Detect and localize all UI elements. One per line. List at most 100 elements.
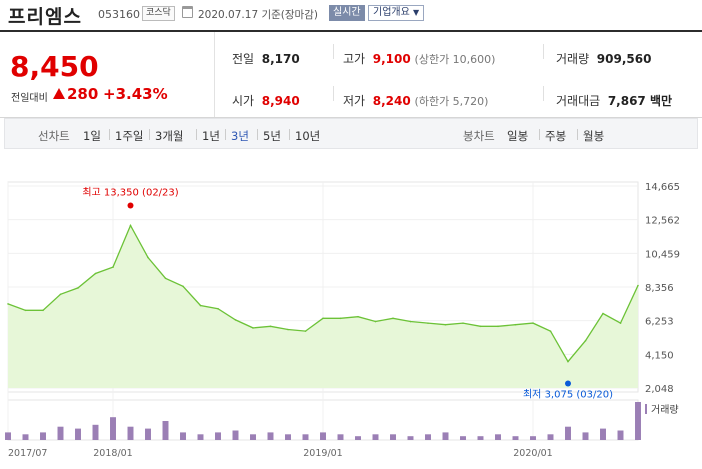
calendar-icon bbox=[182, 6, 193, 18]
volume-bar bbox=[635, 402, 641, 440]
volume-bar bbox=[145, 428, 151, 440]
volume-bar bbox=[302, 434, 309, 440]
tab-divider bbox=[196, 129, 197, 140]
divider bbox=[543, 86, 544, 101]
volume-bar bbox=[22, 434, 29, 440]
price-point bbox=[497, 325, 499, 328]
tab-period-3년[interactable]: 3년 bbox=[231, 129, 249, 143]
volume-bar bbox=[355, 436, 361, 440]
volume-bar bbox=[162, 421, 169, 440]
price-point bbox=[7, 303, 9, 305]
chart-period-tabs: 선차트 1일 1주일 3개월 1년 3년 5년 10년 봉차트 일봉 주봉 월봉 bbox=[4, 118, 698, 149]
volume-bar bbox=[530, 436, 536, 440]
price-point bbox=[427, 322, 429, 324]
tab-period-1일[interactable]: 1일 bbox=[83, 129, 101, 143]
y-tick-label: 4,150 bbox=[645, 350, 674, 361]
stat-value: 7,867 백만 bbox=[607, 94, 673, 108]
price-point bbox=[287, 328, 289, 331]
price-point bbox=[24, 309, 27, 312]
price-change-percent: +3.43% bbox=[103, 85, 168, 103]
price-point bbox=[42, 309, 44, 312]
stat-amount: 거래대금 7,867 백만 bbox=[556, 92, 672, 109]
price-point bbox=[619, 322, 622, 324]
tab-period-5년[interactable]: 5년 bbox=[263, 129, 281, 143]
price-point bbox=[532, 322, 534, 324]
price-chart: 14,665 12,562 10,459 8,356 6,253 4,150 2,048 20… bbox=[0, 150, 702, 469]
stock-header: 프리엠스 053160 코스닥 2020.07.17 기준(장마감) 실시간 기… bbox=[0, 0, 702, 30]
volume-bar bbox=[460, 436, 466, 440]
volume-bar bbox=[285, 434, 291, 440]
tab-candle-일봉[interactable]: 일봉 bbox=[507, 129, 529, 143]
change-label: 전일대비 bbox=[11, 93, 48, 104]
price-point bbox=[112, 266, 114, 268]
tab-divider bbox=[149, 129, 150, 140]
price-change: 280 bbox=[67, 85, 99, 103]
y-tick-label: 6,253 bbox=[645, 317, 674, 328]
stat-low: 저가 8,240 (하한가 5,720) bbox=[343, 92, 488, 109]
price-point bbox=[567, 360, 569, 363]
price-point bbox=[584, 339, 587, 342]
stat-volume: 거래량 909,560 bbox=[556, 50, 651, 67]
price-chart-svg: 14,665 12,562 10,459 8,356 6,253 4,150 2,048 20… bbox=[5, 181, 680, 459]
stat-value: 8,940 bbox=[261, 94, 300, 108]
volume-bar bbox=[600, 428, 606, 440]
price-point bbox=[357, 315, 359, 318]
tab-divider bbox=[539, 129, 540, 140]
price-summary: 8,450 전일대비 280 +3.43% 전일 8,170 고가 9,100 … bbox=[0, 30, 702, 118]
price-point bbox=[374, 320, 377, 323]
volume-bar bbox=[232, 430, 239, 440]
x-tick-label: 2020/01 bbox=[513, 448, 552, 459]
price-point bbox=[462, 322, 464, 324]
y-tick-label: 8,356 bbox=[645, 283, 674, 294]
price-point bbox=[409, 320, 412, 323]
stock-code: 053160 bbox=[98, 8, 140, 21]
volume-bar bbox=[390, 434, 396, 440]
tab-period-10년[interactable]: 10년 bbox=[295, 129, 321, 143]
tab-candle-주봉[interactable]: 주봉 bbox=[545, 129, 567, 143]
price-point bbox=[234, 319, 237, 321]
volume-legend-label: 거래량 bbox=[651, 404, 679, 416]
company-info-dropdown[interactable]: 기업개요 ▼ bbox=[368, 5, 425, 21]
price-point bbox=[514, 323, 517, 326]
realtime-button[interactable]: 실시간 bbox=[329, 5, 365, 21]
price-point bbox=[479, 325, 482, 328]
max-point-marker bbox=[127, 202, 134, 209]
y-tick-label: 10,459 bbox=[645, 249, 680, 260]
line-chart-label: 선차트 bbox=[38, 129, 70, 143]
y-tick-label: 14,665 bbox=[645, 182, 680, 193]
price-area bbox=[8, 225, 638, 388]
stat-high: 고가 9,100 (상한가 10,600) bbox=[343, 50, 495, 67]
stat-open: 시가 8,940 bbox=[232, 92, 300, 109]
stat-label: 거래대금 bbox=[556, 94, 601, 108]
divider bbox=[333, 44, 334, 59]
up-arrow-icon bbox=[53, 88, 65, 99]
stat-label: 전일 bbox=[232, 52, 255, 66]
volume-bar bbox=[565, 426, 571, 440]
stat-value: 8,240 bbox=[372, 94, 411, 108]
price-point bbox=[59, 293, 62, 296]
volume-bar bbox=[495, 434, 501, 440]
tab-period-1주일[interactable]: 1주일 bbox=[115, 129, 144, 143]
tab-divider bbox=[289, 129, 290, 140]
company-info-label: 기업개요 bbox=[373, 7, 410, 18]
volume-bar bbox=[267, 432, 274, 440]
volume-bar bbox=[320, 432, 326, 440]
x-tick-label: 2018/01 bbox=[93, 448, 132, 459]
tab-candle-월봉[interactable]: 월봉 bbox=[583, 129, 605, 143]
candle-chart-label: 봉차트 bbox=[463, 129, 495, 143]
price-point bbox=[94, 272, 97, 275]
volume-bar bbox=[512, 436, 519, 440]
price-point bbox=[549, 330, 552, 332]
stat-label: 거래량 bbox=[556, 52, 590, 66]
tab-period-3개월[interactable]: 3개월 bbox=[155, 129, 184, 143]
volume-bar bbox=[250, 434, 256, 440]
y-tick-label: 12,562 bbox=[645, 216, 680, 227]
price-point bbox=[269, 325, 272, 328]
price-point bbox=[304, 330, 307, 332]
lower-limit: (하한가 5,720) bbox=[414, 95, 489, 108]
stat-value: 9,100 bbox=[372, 52, 411, 66]
volume-legend-icon bbox=[645, 404, 647, 414]
tab-period-1년[interactable]: 1년 bbox=[202, 129, 220, 143]
volume-bar bbox=[425, 434, 431, 440]
volume-bar bbox=[477, 436, 484, 440]
